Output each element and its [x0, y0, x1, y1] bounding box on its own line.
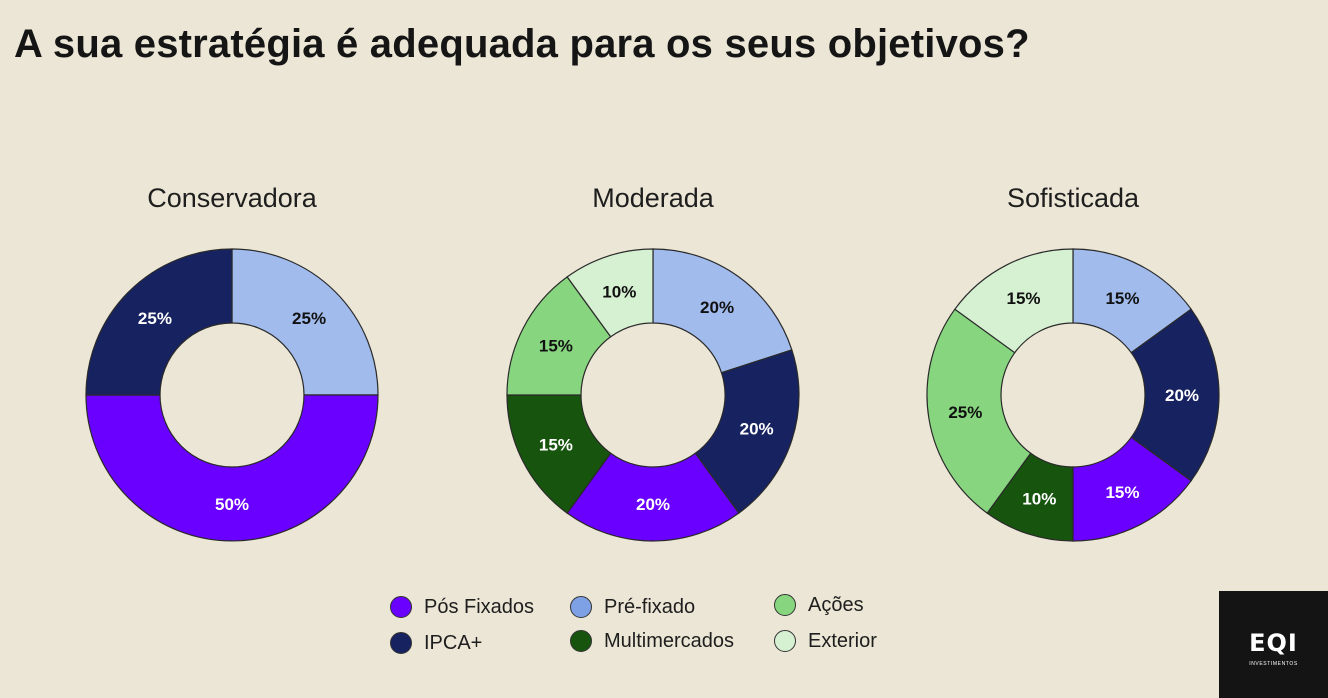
legend-item-pre-fixado: Pré-fixado: [570, 592, 695, 622]
slice-label-exterior: 10%: [602, 282, 636, 301]
donut-slice-pre-fixado: [231, 248, 379, 396]
donut-slice-pos-fixados: [85, 394, 379, 542]
slice-label-acoes: 25%: [948, 403, 982, 422]
donut-slice-ipca: [694, 349, 800, 514]
slice-label-pos-fixados: 15%: [1105, 483, 1139, 502]
donut-slice-ipca: [85, 248, 233, 396]
legend-item-ipca: IPCA+: [390, 628, 482, 658]
legend: Pós Fixados IPCA+ Pré-fixado Multimercad…: [388, 590, 908, 670]
legend-item-pos-fixados: Pós Fixados: [390, 592, 534, 622]
slice-label-pre-fixado: 25%: [292, 309, 326, 328]
legend-item-exterior: Exterior: [774, 626, 877, 656]
donut-chart-sofisticada: 15% 20% 15% 10% 25% 15%: [926, 248, 1220, 542]
chart-title-moderada: Moderada: [592, 183, 714, 213]
slice-label-acoes: 15%: [539, 337, 573, 356]
chart-title-conservadora: Conservadora: [147, 183, 317, 213]
legend-label-pos-fixados: Pós Fixados: [424, 595, 535, 618]
page-title: A sua estratégia é adequada para os seus…: [14, 22, 1030, 66]
slice-label-exterior: 15%: [1006, 289, 1040, 308]
donut-slice-exterior: [566, 248, 654, 338]
donut-slice-ipca: [1130, 308, 1220, 482]
chart-title-sofisticada: Sofisticada: [1006, 183, 1140, 213]
eqi-logo: EQI INVESTIMENTOS: [1219, 591, 1328, 698]
legend-item-multimercados: Multimercados: [570, 626, 734, 656]
legend-label-acoes: Ações: [808, 593, 864, 616]
legend-swatch-pre-fixado: [570, 596, 592, 618]
slice-label-ipca: 20%: [1165, 386, 1199, 405]
donut-slice-acoes: [926, 308, 1032, 514]
slice-label-pos-fixados: 50%: [215, 495, 249, 514]
slice-label-pre-fixado: 20%: [700, 298, 734, 317]
donut-slice-pre-fixado: [652, 248, 793, 374]
legend-swatch-ipca: [390, 632, 412, 654]
donut-slice-pos-fixados: [566, 452, 740, 542]
legend-swatch-multimercados: [570, 630, 592, 652]
legend-swatch-acoes: [774, 594, 796, 616]
legend-swatch-pos-fixados: [390, 596, 412, 618]
donut-slice-exterior: [954, 248, 1074, 354]
logo-mark: EQI: [1249, 629, 1298, 657]
slice-label-ipca: 25%: [138, 309, 172, 328]
legend-label-pre-fixado: Pré-fixado: [604, 595, 696, 618]
legend-label-multimercados: Multimercados: [604, 629, 735, 652]
logo-subtitle: INVESTIMENTOS: [1249, 661, 1298, 667]
legend-label-ipca: IPCA+: [424, 631, 483, 654]
slice-label-pos-fixados: 20%: [636, 495, 670, 514]
slice-label-pre-fixado: 15%: [1105, 289, 1139, 308]
legend-item-acoes: Ações: [774, 590, 864, 620]
legend-label-exterior: Exterior: [808, 629, 877, 652]
legend-swatch-exterior: [774, 630, 796, 652]
slice-label-multimercados: 10%: [1022, 490, 1056, 509]
slice-label-ipca: 20%: [740, 420, 774, 439]
slice-label-multimercados: 15%: [539, 435, 573, 454]
donut-chart-conservadora: 25% 50% 25%: [85, 248, 379, 542]
donut-chart-moderada: 20% 20% 20% 15% 15% 10%: [506, 248, 800, 542]
